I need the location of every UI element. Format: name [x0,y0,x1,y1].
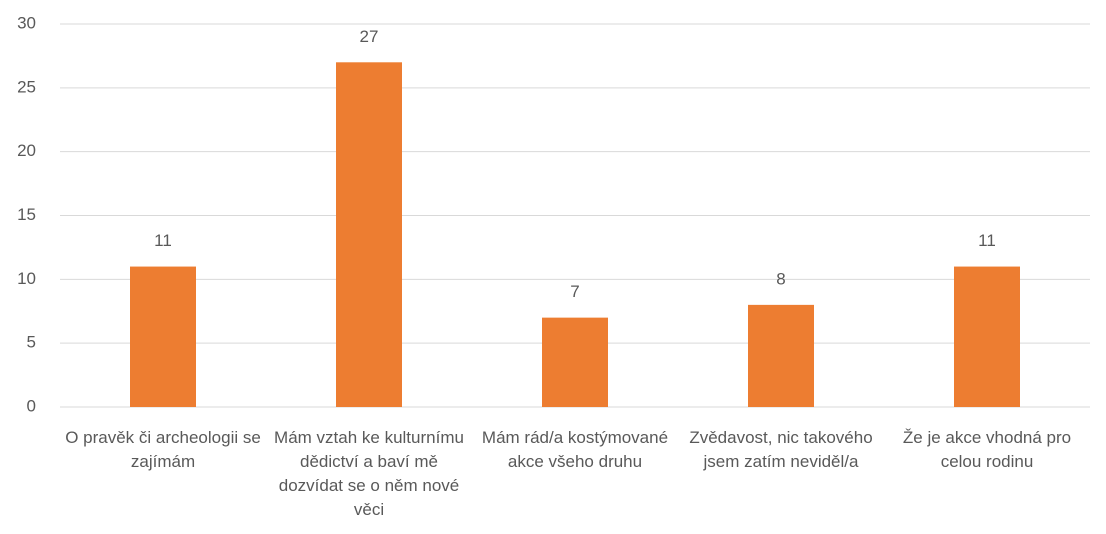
y-tick-label: 30 [17,13,36,32]
bar [954,266,1020,407]
y-tick-label: 10 [17,269,36,288]
bar [130,266,196,407]
x-tick-label: Zvědavost, nic takového jsem zatím nevid… [689,428,873,471]
x-tick-label: Mám vztah ke kulturnímu dědictví a baví … [274,428,464,519]
bar [542,317,608,407]
y-tick-label: 25 [17,77,36,96]
y-tick-label: 5 [27,333,36,352]
x-tick-label: Mám rád/a kostýmované akce všeho druhu [481,428,669,471]
y-tick-label: 15 [17,205,36,224]
data-label: 11 [978,231,996,250]
data-label: 11 [154,231,172,250]
bar [336,62,402,408]
data-label: 27 [360,27,379,46]
x-tick-label: Že je akce vhodná pro celou rodinu [902,428,1072,471]
y-tick-label: 0 [27,396,36,415]
y-tick-label: 20 [17,141,36,160]
data-label: 8 [776,269,785,288]
bar [748,304,814,407]
x-tick-label: O pravěk či archeologii se zajímám [65,428,261,471]
data-label: 7 [570,282,579,301]
